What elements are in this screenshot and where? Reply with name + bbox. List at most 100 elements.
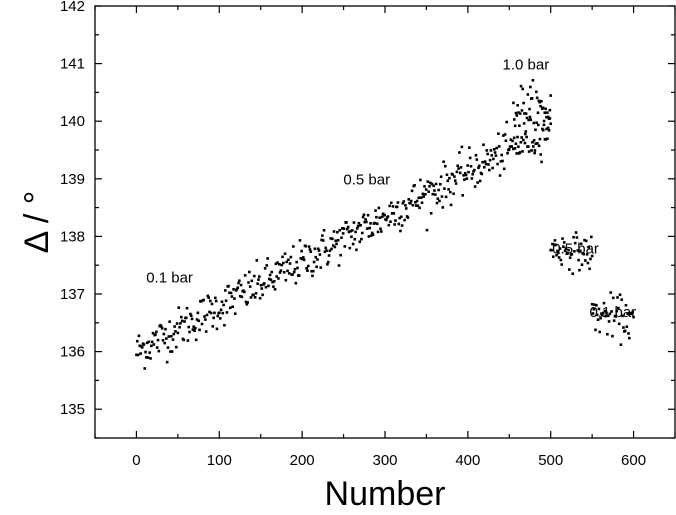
data-point xyxy=(546,137,549,141)
data-point xyxy=(346,225,350,229)
data-point xyxy=(342,227,346,230)
data-point xyxy=(360,237,363,241)
data-point xyxy=(562,241,566,244)
data-point xyxy=(521,87,525,91)
data-point xyxy=(197,319,200,323)
data-point xyxy=(512,136,516,140)
pressure-annotation: 0.1 bar xyxy=(590,304,637,321)
data-point xyxy=(298,239,302,242)
data-point xyxy=(170,350,174,353)
data-point xyxy=(559,258,563,262)
data-point xyxy=(601,311,605,315)
data-point xyxy=(535,90,538,94)
data-point xyxy=(578,268,581,272)
data-point xyxy=(600,313,604,317)
data-point xyxy=(313,247,317,251)
data-point xyxy=(341,227,344,230)
data-point xyxy=(319,266,323,269)
data-point xyxy=(493,151,497,154)
data-point xyxy=(156,338,160,342)
data-point xyxy=(531,79,535,82)
data-point xyxy=(332,230,336,233)
data-point xyxy=(361,215,365,219)
data-point xyxy=(239,283,243,287)
data-point xyxy=(441,206,445,209)
data-point xyxy=(235,287,239,291)
data-point xyxy=(209,299,212,303)
data-point xyxy=(221,311,225,315)
data-point xyxy=(270,270,274,274)
data-point xyxy=(374,209,377,212)
data-point xyxy=(355,227,359,230)
data-point xyxy=(453,179,457,182)
data-point xyxy=(396,201,400,204)
data-point xyxy=(150,340,154,344)
data-point xyxy=(244,300,248,304)
data-point xyxy=(245,303,249,306)
data-point xyxy=(291,273,294,277)
data-point xyxy=(499,160,503,163)
data-point xyxy=(326,260,330,264)
data-point xyxy=(214,296,217,300)
data-point xyxy=(429,181,432,185)
data-point xyxy=(590,254,594,258)
data-point xyxy=(281,255,284,259)
data-point xyxy=(179,315,183,319)
data-point xyxy=(471,172,474,176)
data-point xyxy=(457,167,460,170)
data-point xyxy=(622,326,625,329)
data-point xyxy=(253,296,257,299)
data-point xyxy=(540,99,543,103)
data-point xyxy=(341,232,345,235)
y-tick-label: 142 xyxy=(60,0,85,15)
data-point xyxy=(258,296,262,300)
data-point xyxy=(625,325,629,329)
data-point xyxy=(279,269,283,272)
data-point xyxy=(147,340,151,344)
data-point xyxy=(205,313,209,317)
data-point xyxy=(477,166,480,170)
data-point xyxy=(192,325,196,329)
data-point xyxy=(188,330,191,334)
data-point xyxy=(209,311,213,315)
data-point xyxy=(624,303,628,307)
data-point xyxy=(539,104,542,108)
data-point xyxy=(302,258,306,262)
data-point xyxy=(621,314,624,318)
data-point xyxy=(263,267,267,270)
data-point xyxy=(439,175,443,179)
data-point xyxy=(155,346,159,349)
data-point xyxy=(390,212,394,215)
data-point xyxy=(306,264,310,268)
data-point xyxy=(331,244,335,247)
data-point xyxy=(607,320,611,323)
data-point xyxy=(567,248,570,252)
data-point xyxy=(380,215,384,219)
data-point xyxy=(295,260,298,264)
data-point xyxy=(428,184,431,188)
data-point xyxy=(222,303,225,307)
data-point xyxy=(508,145,512,148)
data-point xyxy=(614,315,618,318)
data-point xyxy=(523,141,527,145)
data-point xyxy=(223,323,226,327)
data-point xyxy=(144,350,147,354)
data-point xyxy=(542,123,546,127)
data-point xyxy=(389,220,392,223)
data-point xyxy=(524,112,528,115)
data-point xyxy=(590,235,593,239)
data-point xyxy=(253,274,256,278)
data-point xyxy=(495,146,499,150)
data-point xyxy=(287,258,290,262)
data-point xyxy=(543,111,547,114)
data-point xyxy=(514,142,518,146)
y-tick-label: 138 xyxy=(60,228,85,245)
data-point xyxy=(480,172,484,176)
data-point xyxy=(518,151,522,154)
data-point xyxy=(494,154,498,157)
data-point xyxy=(533,151,536,155)
data-point xyxy=(433,189,436,192)
data-point xyxy=(397,222,401,226)
data-point xyxy=(513,147,517,150)
data-point xyxy=(502,134,505,137)
